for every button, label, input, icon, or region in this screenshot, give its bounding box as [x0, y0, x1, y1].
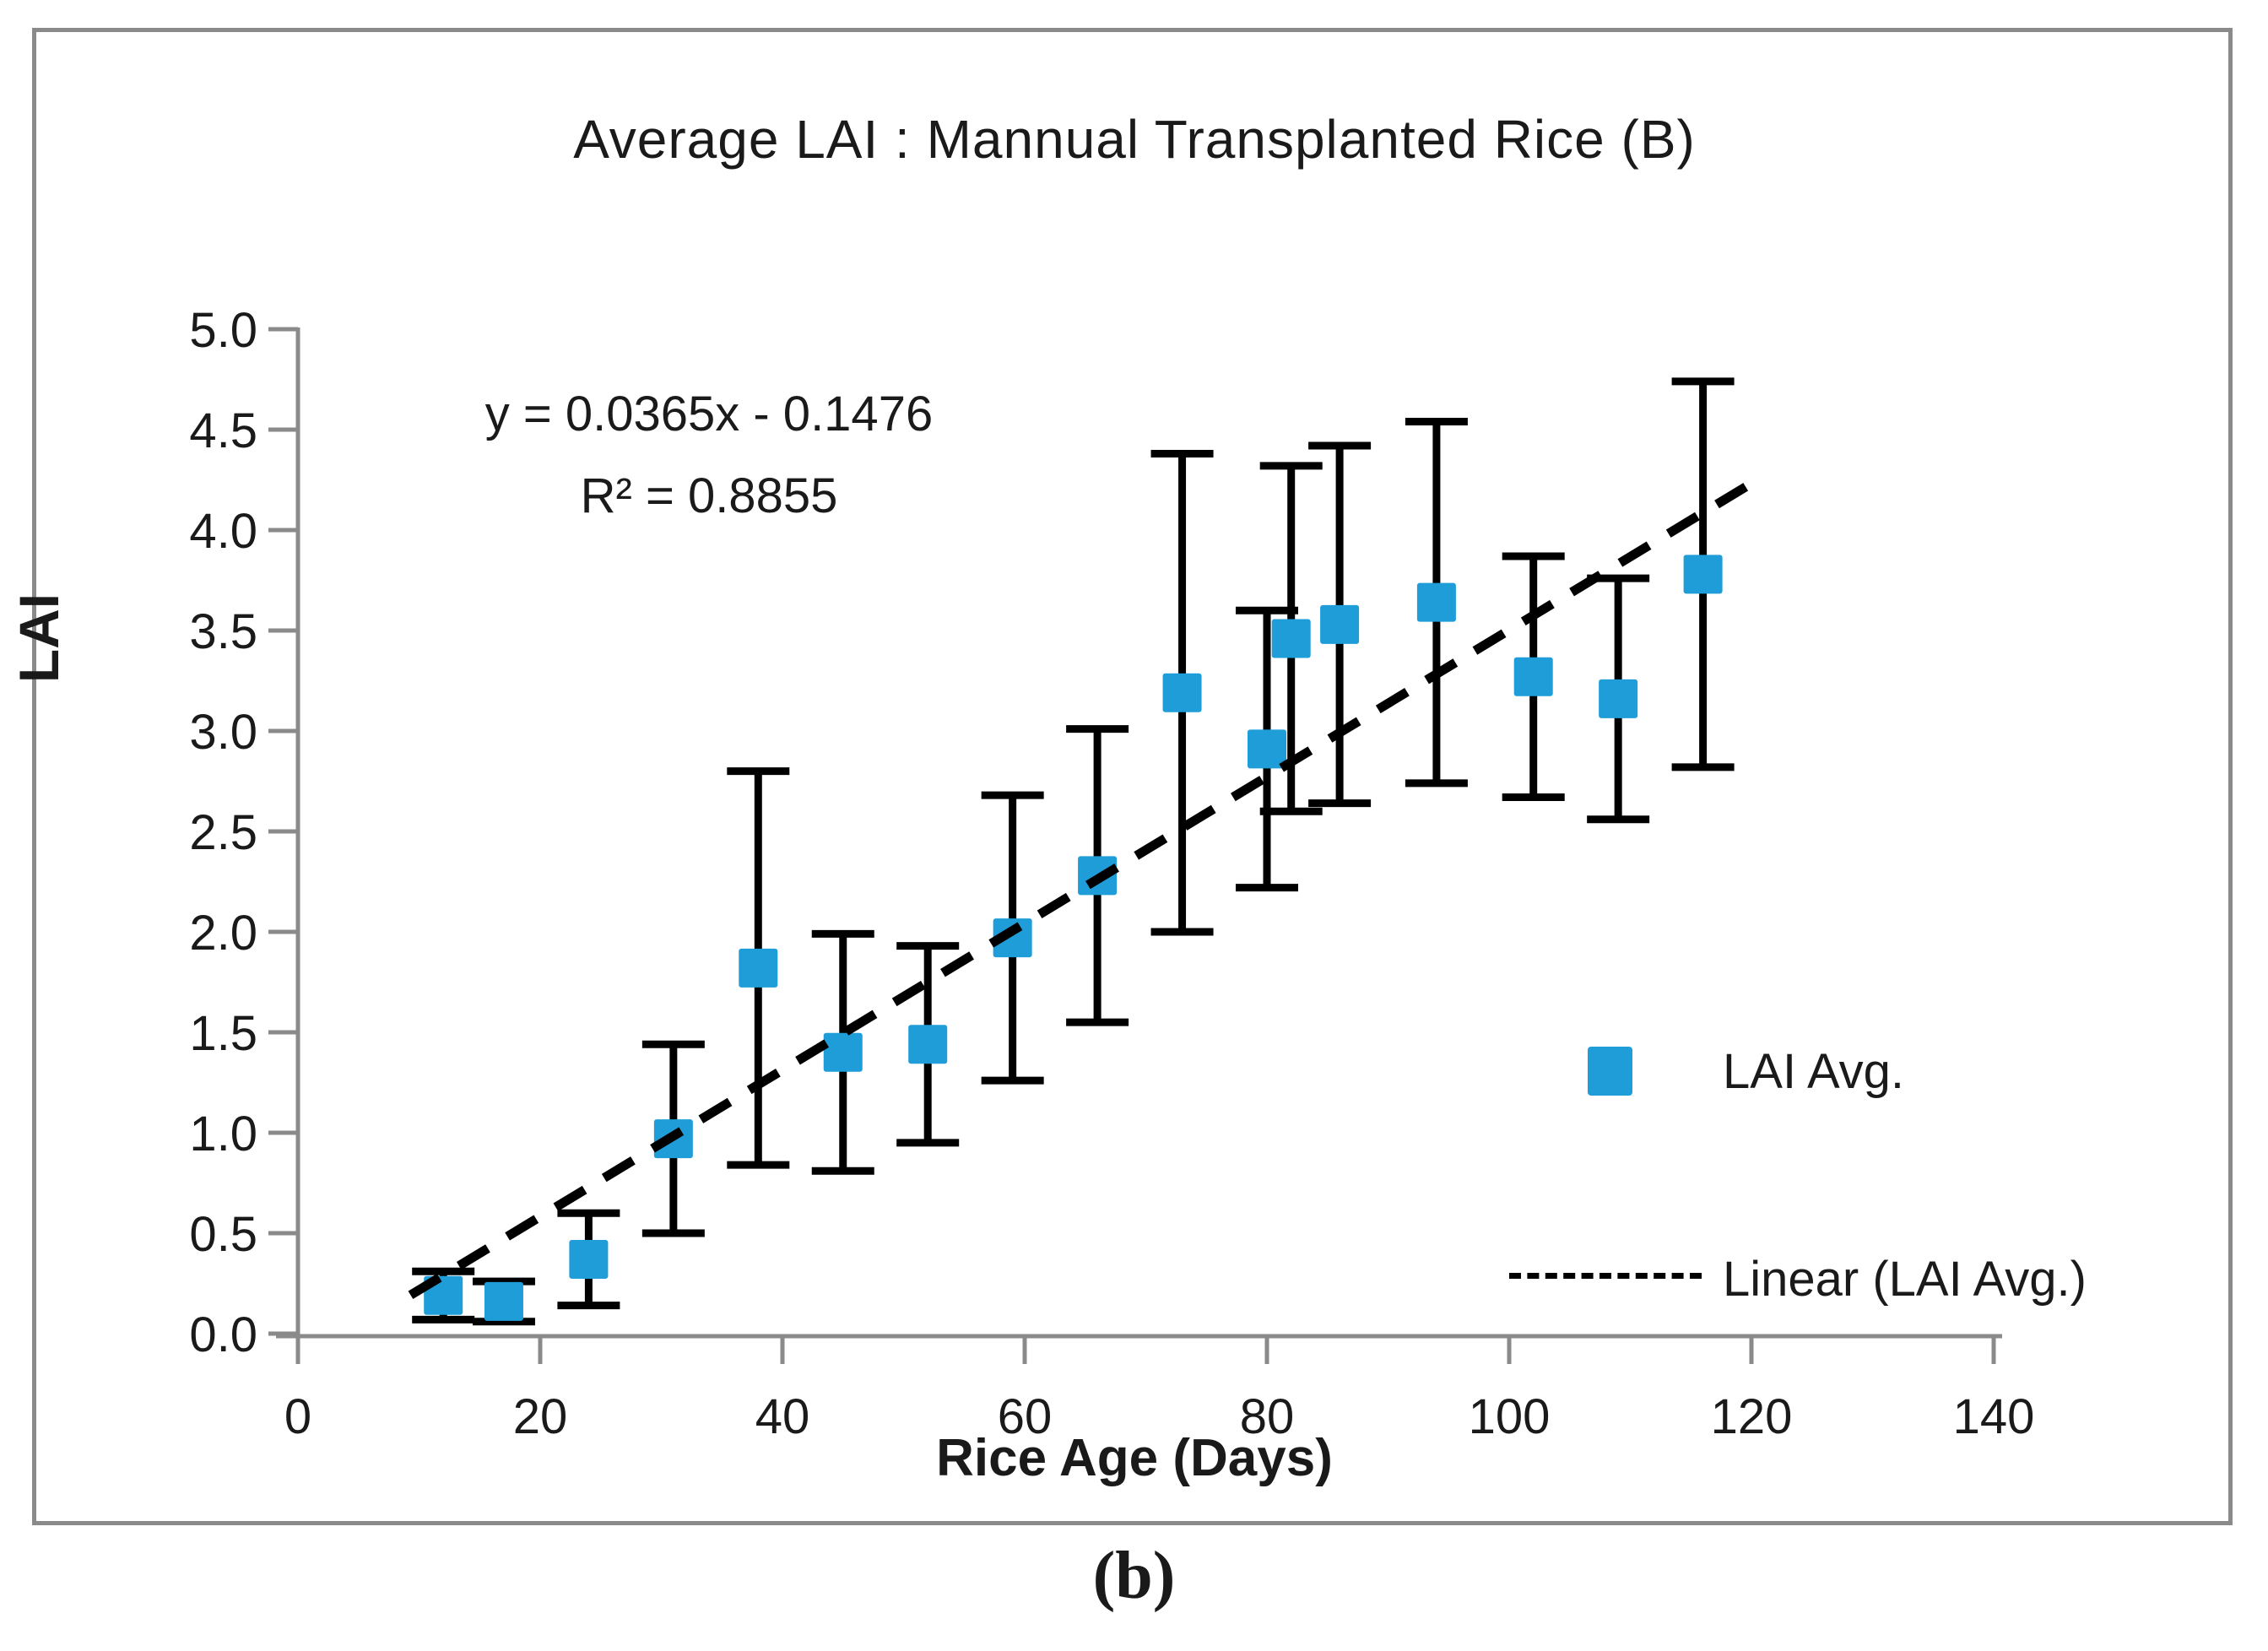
y-tick-labels: 0.0 0.5 1.0 1.5 2.0 2.5 3.0 3.5 4.0 4.5 5.0 [189, 303, 257, 1362]
chart-title: Average LAI : Mannual Transplanted Rice … [573, 109, 1696, 170]
data-point-square [993, 918, 1032, 958]
data-point-square [1248, 729, 1286, 769]
y-tick-label: 4.0 [189, 504, 257, 559]
data-point-square [1513, 657, 1553, 696]
legend-dashed-line-icon [1509, 1273, 1702, 1279]
data-point-square [1599, 679, 1638, 718]
y-tick-label: 1.0 [189, 1107, 257, 1161]
x-tick-label: 120 [1711, 1389, 1793, 1444]
y-tick-label: 2.0 [189, 906, 257, 961]
y-tick-label: 3.0 [189, 705, 257, 760]
data-point-square [1416, 582, 1456, 622]
x-tick-label: 0 [284, 1389, 311, 1444]
data-point-square [1271, 619, 1311, 658]
data-point-square [823, 1032, 863, 1072]
x-axis-title: Rice Age (Days) [936, 1429, 1333, 1487]
data-points [424, 555, 1723, 1321]
chart-border-frame [32, 28, 2233, 1525]
x-tick-label: 40 [755, 1389, 810, 1444]
y-tick-label: 0.5 [189, 1207, 257, 1262]
legend-item-lai-avg: LAI Avg. [1723, 1044, 1904, 1099]
x-tick-label: 80 [1240, 1389, 1295, 1444]
data-point-square [1320, 604, 1360, 644]
y-tick-label: 1.5 [189, 1006, 257, 1061]
y-tick-label: 5.0 [189, 303, 257, 358]
data-point-square [1162, 673, 1202, 712]
data-point-square [908, 1025, 948, 1064]
legend-item-linear: Linear (LAI Avg.) [1723, 1252, 2087, 1307]
x-tick-label: 20 [513, 1389, 568, 1444]
x-tick-label: 140 [1953, 1389, 2035, 1444]
regression-annotation: y = 0.0365x - 0.1476 R² = 0.8855 [355, 373, 1064, 537]
y-tick-label: 4.5 [189, 403, 257, 458]
x-tick-label: 100 [1469, 1389, 1551, 1444]
x-tick-label: 60 [998, 1389, 1053, 1444]
y-tick-label: 2.5 [189, 805, 257, 860]
y-tick-label: 3.5 [189, 604, 257, 659]
data-point-square [484, 1281, 523, 1321]
figure-caption: (b) [1092, 1539, 1176, 1613]
y-tick-label: 0.0 [189, 1307, 257, 1362]
trendline [408, 477, 1758, 1300]
regression-equation: y = 0.0365x - 0.1476 [484, 387, 934, 441]
r-squared-value: R² = 0.8855 [580, 468, 838, 523]
y-axis-title: LAI [8, 593, 70, 684]
data-point-square [569, 1239, 609, 1279]
axes [268, 327, 2002, 1364]
x-tick-labels: 0 20 40 60 80 100 120 140 [284, 1389, 2035, 1444]
data-point-square [1683, 555, 1723, 594]
data-point-square [739, 948, 778, 988]
legend-square-marker-icon [1588, 1047, 1632, 1096]
